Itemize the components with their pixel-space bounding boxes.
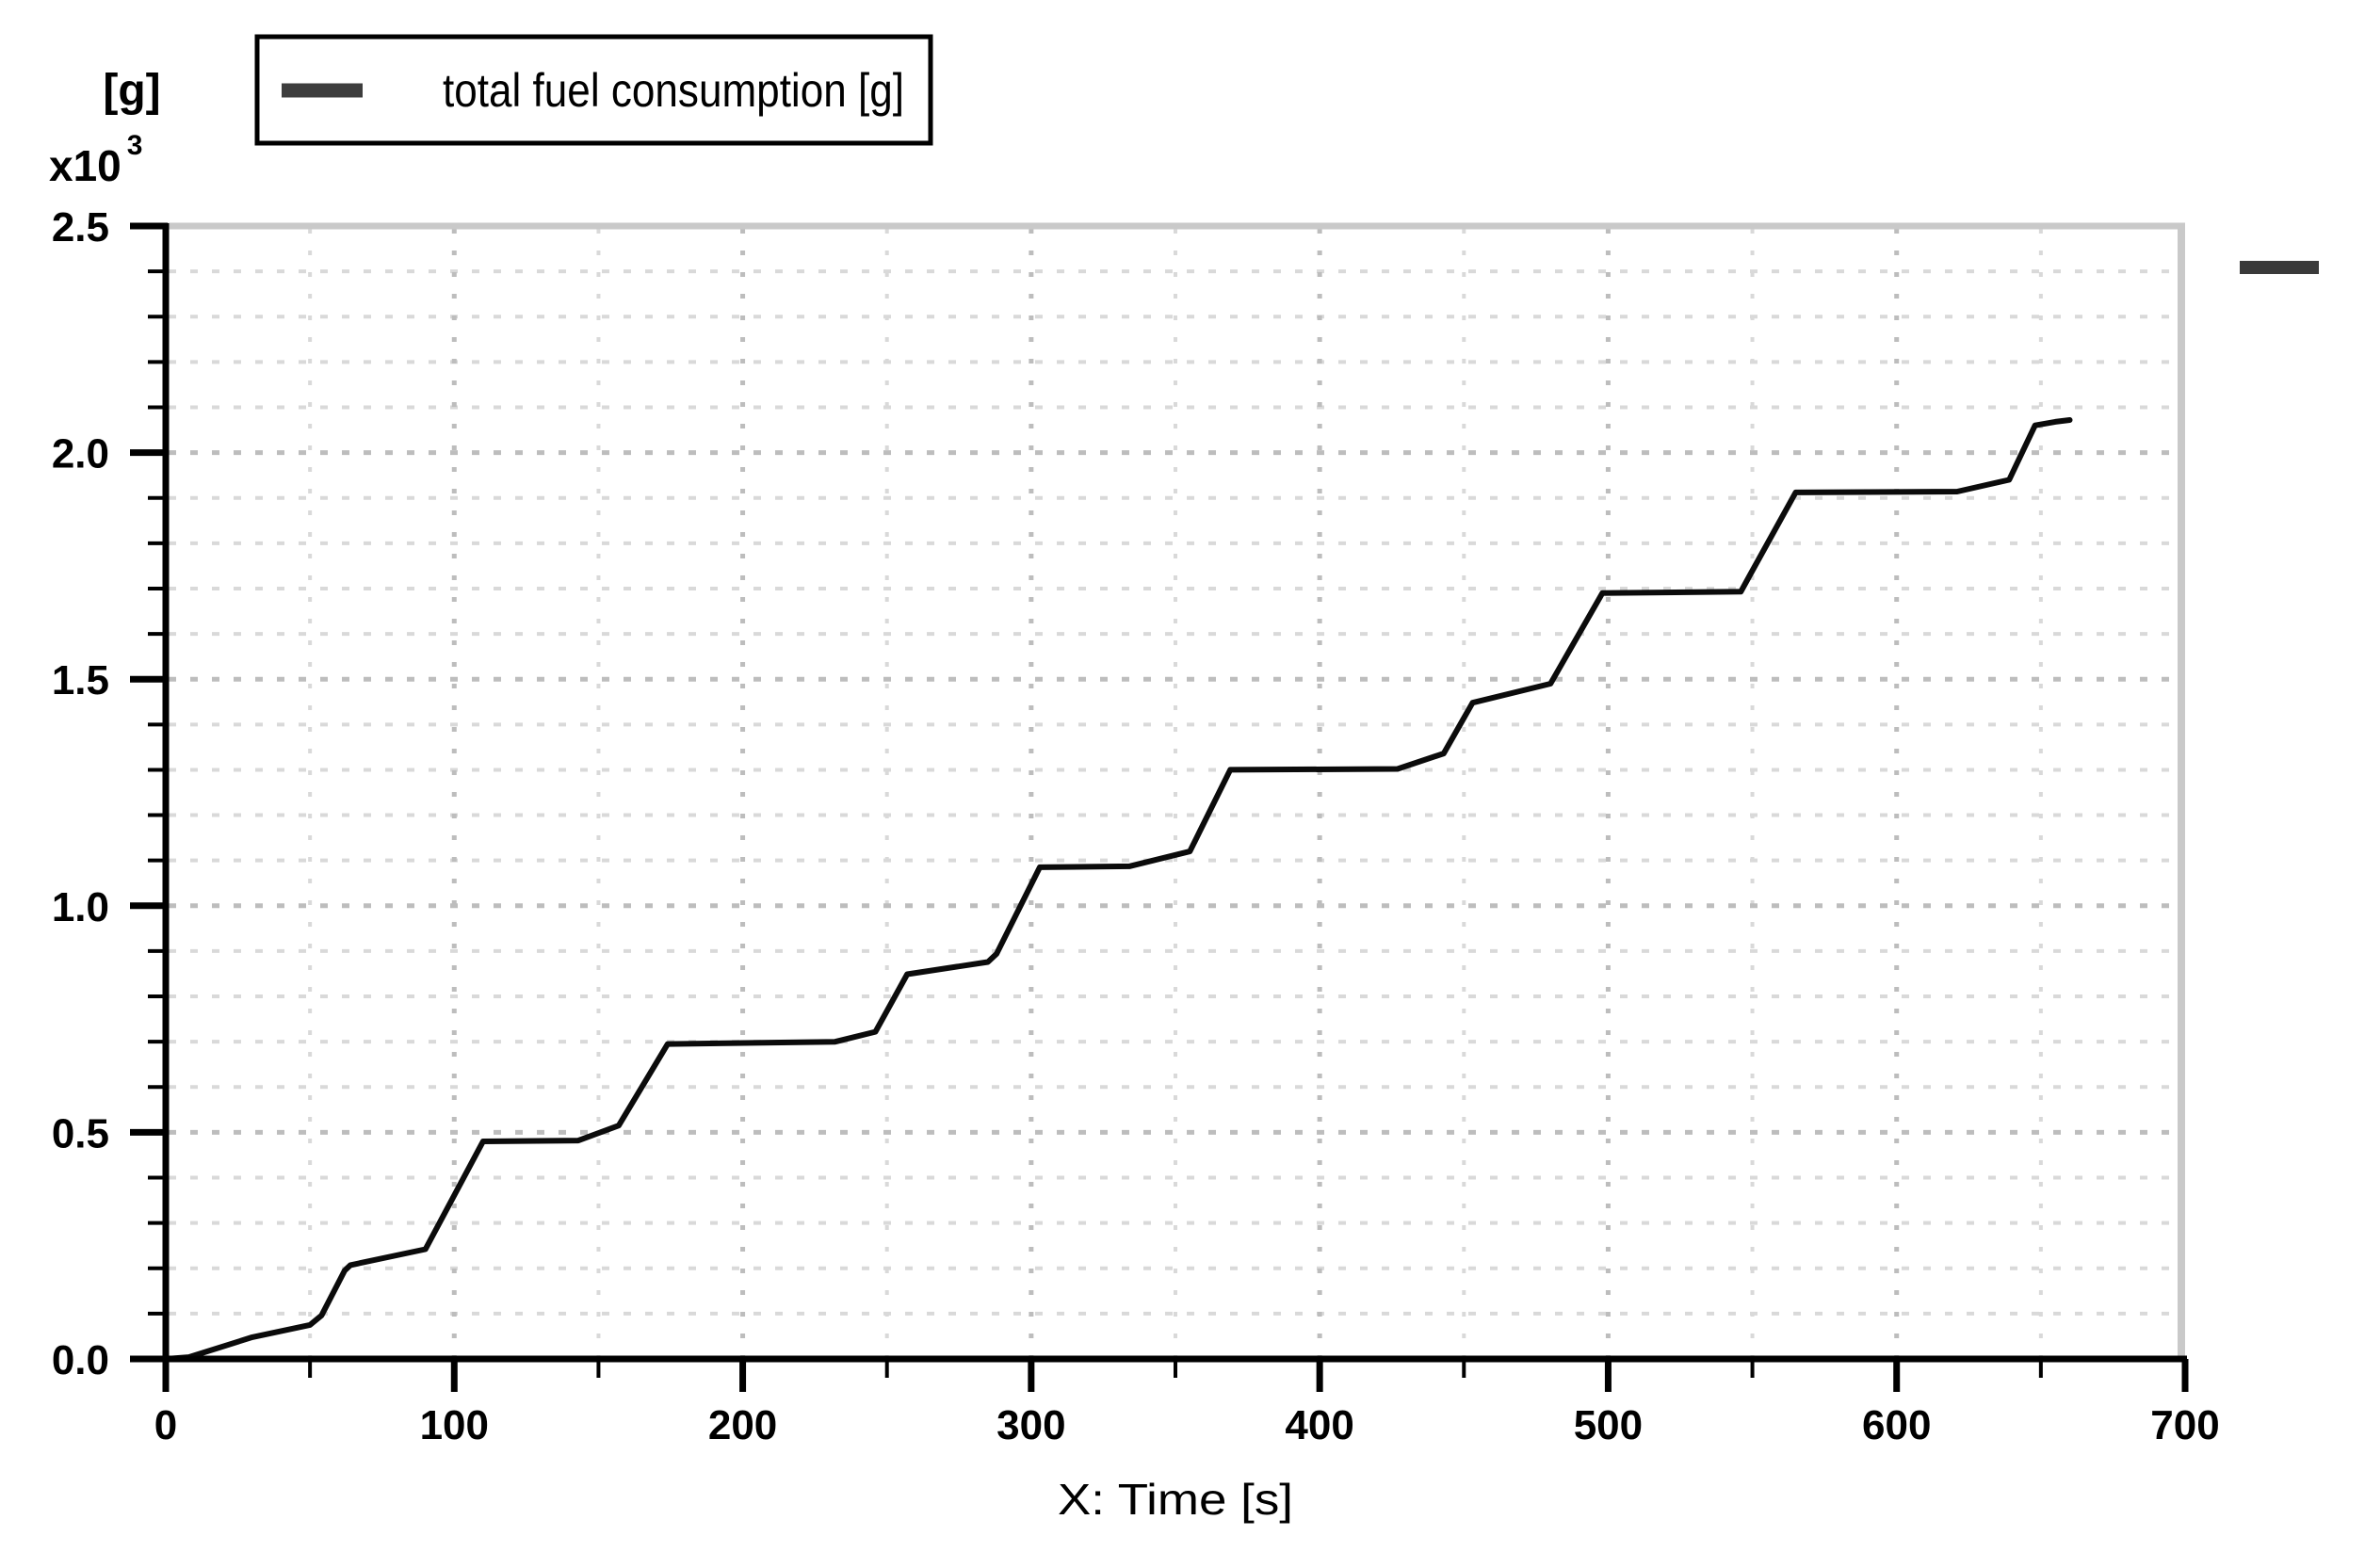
y-tick-label: 1.0 [52, 884, 109, 930]
legend: total fuel consumption [g] [254, 34, 933, 146]
legend-label: total fuel consumption [g] [443, 64, 904, 117]
x-tick-label: 300 [996, 1402, 1065, 1448]
x-axis-title: X: Time [s] [1058, 1475, 1293, 1524]
y-axis-scale-base: x10 [49, 141, 121, 190]
x-tick-label: 200 [708, 1402, 777, 1448]
x-tick-label: 400 [1285, 1402, 1353, 1448]
major-gridlines [169, 229, 2179, 1357]
x-tick-label: 700 [2150, 1402, 2219, 1448]
y-tick-label: 0.5 [52, 1110, 109, 1156]
y-tick-label: 2.5 [52, 204, 109, 251]
axis-ticks [130, 222, 2189, 1392]
x-tick-label: 0 [154, 1402, 177, 1448]
y-tick-label: 0.0 [52, 1337, 109, 1383]
axis-tick-labels: 0.0 0.5 1.0 1.5 2.0 2.5 0 100 200 300 400 500 600 700 [52, 204, 2220, 1448]
x-tick-label: 500 [1574, 1402, 1643, 1448]
x-tick-label: 600 [1862, 1402, 1931, 1448]
y-axis-scale-exponent: 3 [127, 130, 143, 161]
y-axis-unit-label: [g] [103, 66, 160, 116]
axes [130, 223, 2187, 1363]
series-end-marker-dash [2240, 261, 2319, 274]
y-tick-label: 1.5 [52, 657, 109, 703]
total-fuel-consumption-curve [163, 417, 2073, 1362]
minor-gridlines [169, 229, 2179, 1357]
plot-border [166, 222, 2185, 1359]
y-axis-scale-label: x10 3 [49, 130, 142, 190]
x-tick-label: 100 [420, 1402, 489, 1448]
series-curve-layer [163, 417, 2073, 1362]
legend-box [254, 34, 933, 146]
y-tick-label: 2.0 [52, 431, 109, 477]
